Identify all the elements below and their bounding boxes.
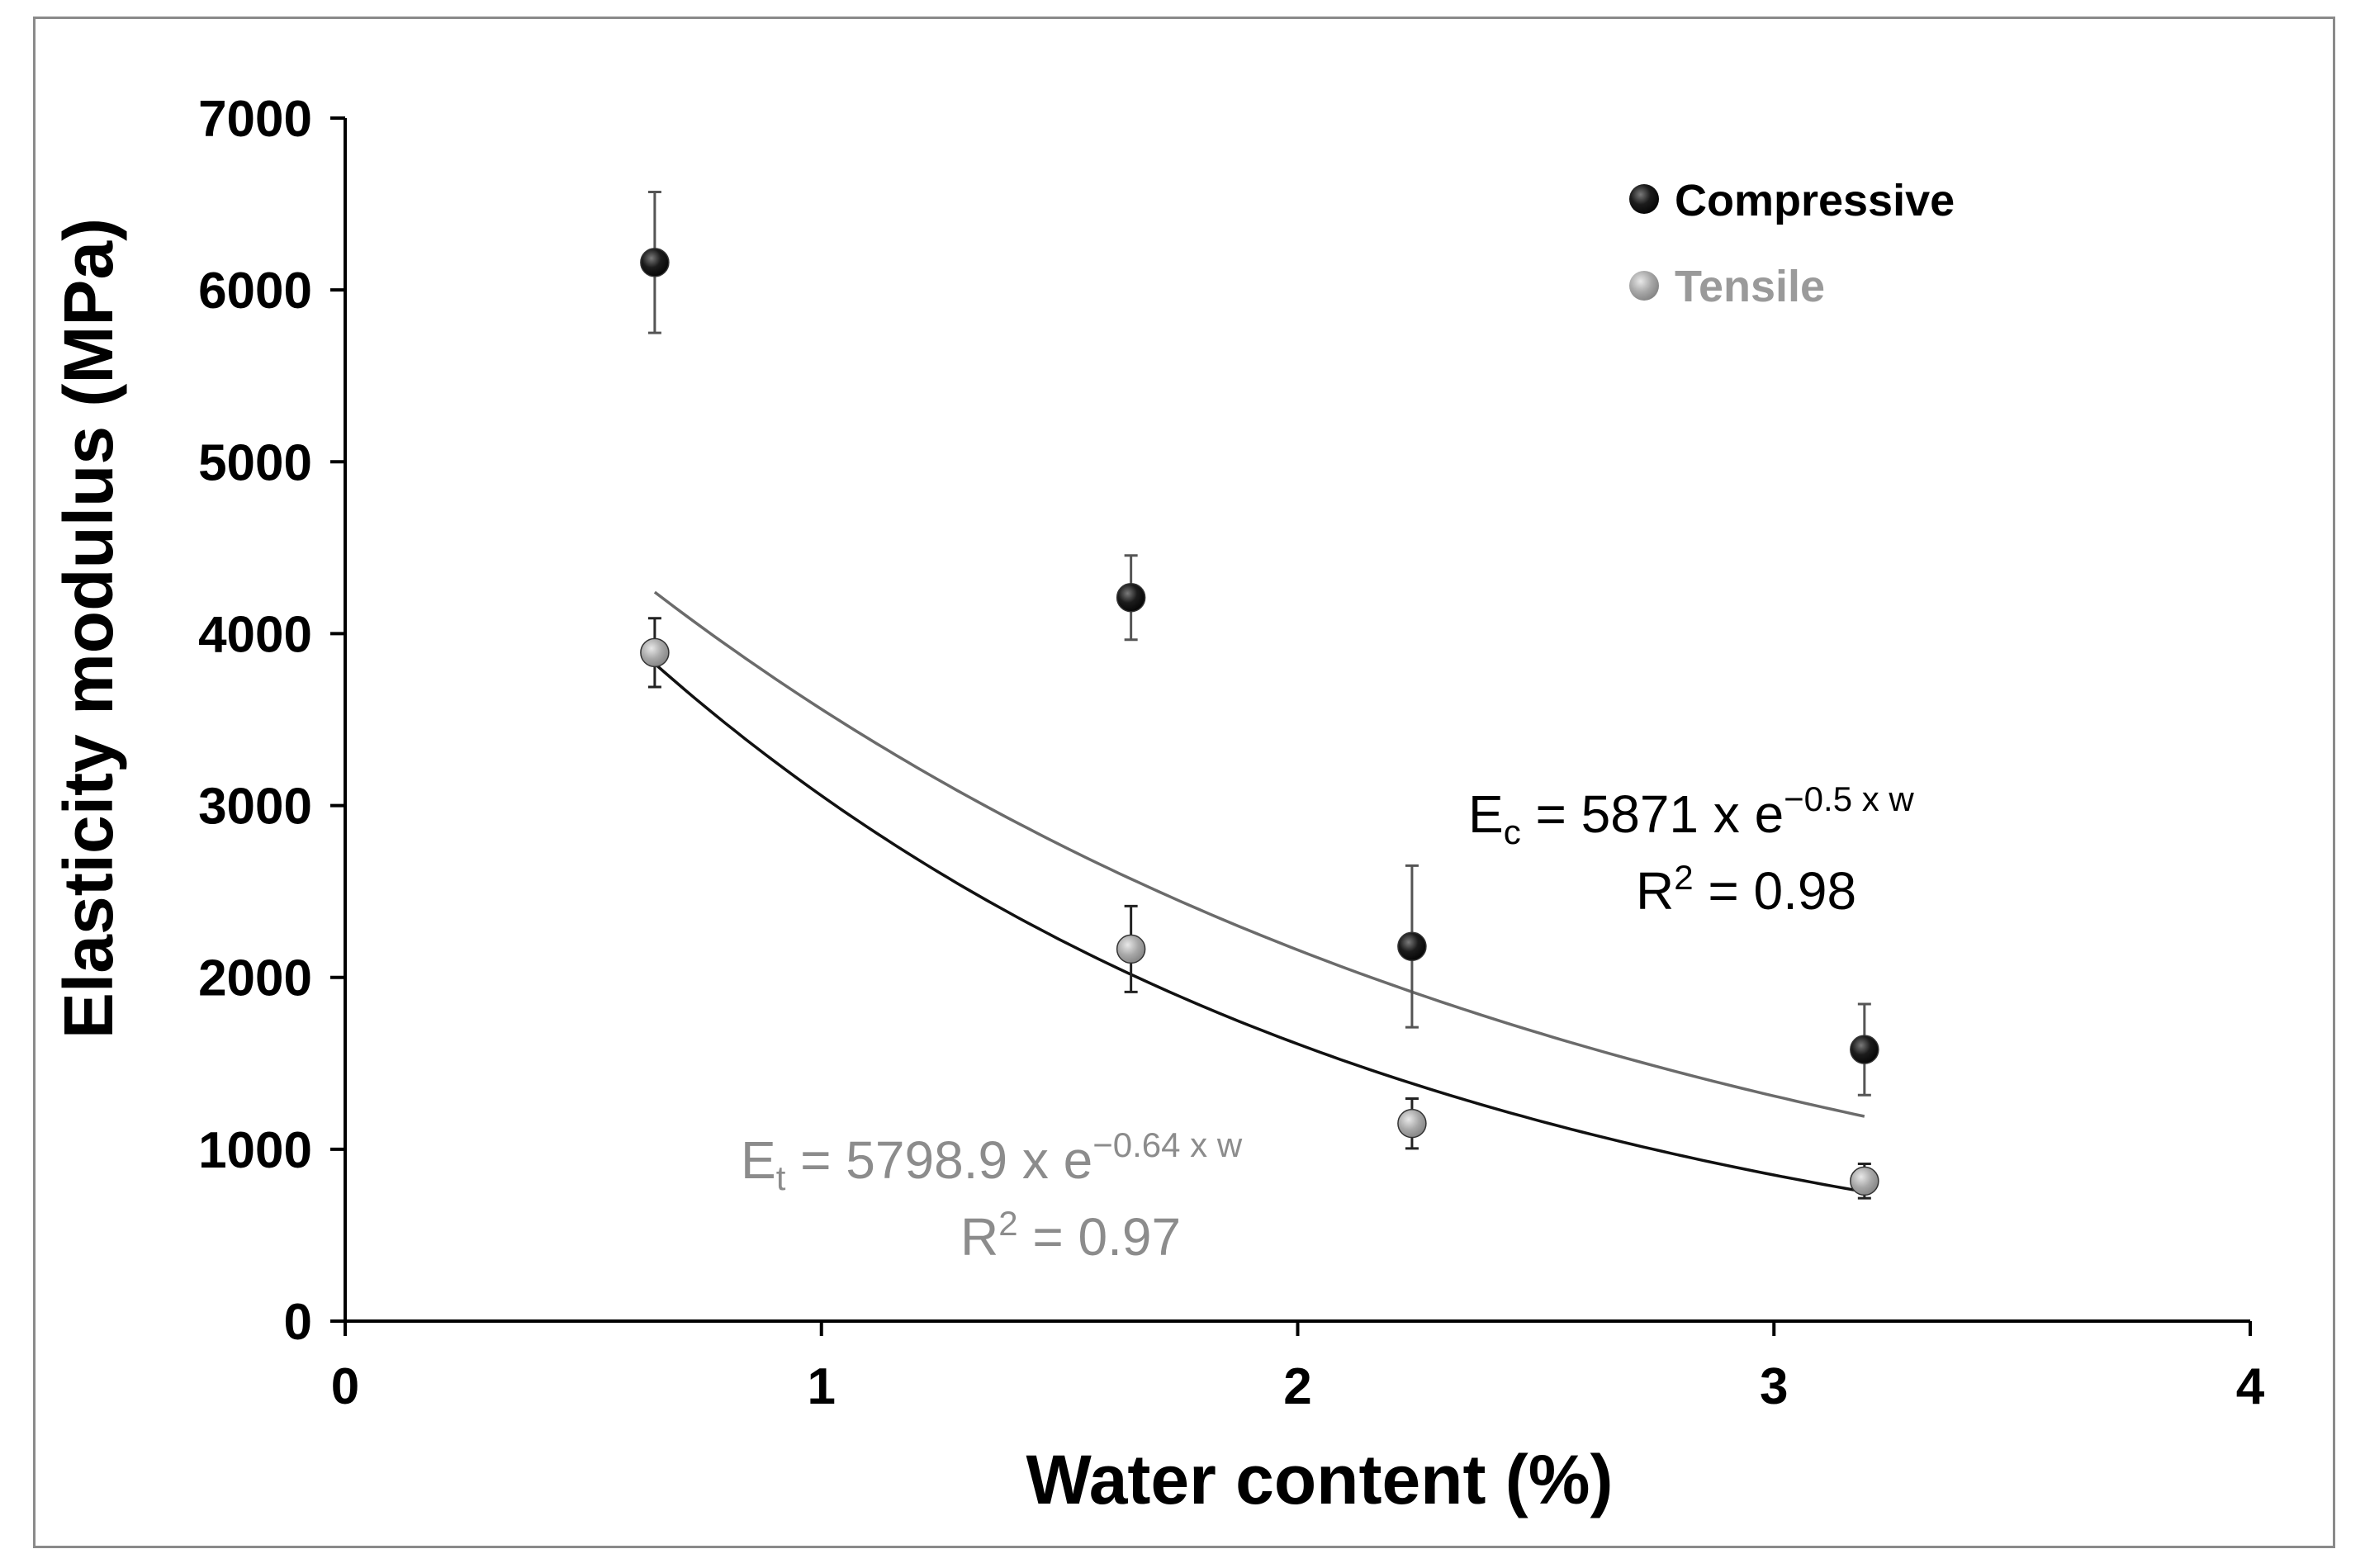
x-tick-label: 1 [808,1358,836,1415]
y-tick-label: 4000 [198,606,312,663]
r2-tensile-value: = 0.97 [1018,1207,1182,1267]
y-tick-labels: 0 1000 2000 3000 4000 5000 6000 7000 [198,91,312,1351]
r2-compressive-value: = 0.98 [1694,861,1857,921]
trendlines [653,590,1865,1194]
y-tick-label: 2000 [198,950,312,1007]
equation-compressive: Ec = 5871 x e−0.5 x w R2 = 0.98 [1468,779,1914,921]
legend-marker-compressive [1629,184,1659,214]
x-tick-label: 2 [1283,1358,1311,1415]
y-tick-label: 7000 [198,91,312,148]
r2-tensile-sup: 2 [998,1204,1017,1243]
eq-compressive-exp: −0.5 x w [1784,779,1914,818]
eq-tensile-e: E [741,1130,776,1190]
point-compressive [1397,931,1427,961]
eq-tensile-exp: −0.64 x w [1092,1125,1243,1164]
svg-text:Ec = 5871 x e−0.5 x w: Ec = 5871 x e−0.5 x w [1468,779,1914,851]
y-axis-title: Elasticity modulus (MPa) [50,218,127,1039]
legend-label-tensile: Tensile [1675,262,1825,311]
r2-compressive-prefix: R [1636,861,1674,921]
chart-frame: Elasticity modulus (MPa) Water content (… [33,17,2335,1548]
x-axis-title: Water content (%) [1026,1441,1614,1518]
y-tick-label: 5000 [198,434,312,491]
y-tick-label: 1000 [198,1122,312,1179]
eq-compressive-e: E [1468,784,1504,844]
trendline-compressive [653,590,1865,1118]
eq-tensile-main: = 5798.9 x e [785,1130,1092,1190]
point-tensile [1850,1166,1879,1196]
legend-marker-tensile [1629,271,1659,301]
point-compressive [1116,582,1146,613]
svg-text:R2 = 0.97: R2 = 0.97 [960,1204,1181,1267]
svg-text:R2 = 0.98: R2 = 0.98 [1636,858,1856,921]
point-compressive [640,248,670,277]
r2-tensile-prefix: R [960,1207,998,1267]
x-tick-labels: 0 1 2 3 4 [331,1358,2265,1415]
x-tick-label: 3 [1760,1358,1788,1415]
point-tensile [640,637,670,668]
eq-compressive-main: = 5871 x e [1521,784,1784,844]
equation-tensile: Et = 5798.9 x e−0.64 x w R2 = 0.97 [741,1125,1243,1267]
chart-svg: Elasticity modulus (MPa) Water content (… [50,91,2265,1518]
axes [330,116,2252,1336]
error-bars [647,191,1871,1200]
y-tick-label: 3000 [198,779,312,836]
data-points [640,248,1879,1196]
y-tick-label: 6000 [198,263,312,320]
trendline-tensile [653,662,1865,1194]
point-compressive [1850,1035,1879,1064]
r2-compressive-sup: 2 [1674,858,1693,897]
y-tick-label: 0 [284,1294,312,1351]
legend-label-compressive: Compressive [1675,176,1955,225]
x-tick-label: 0 [331,1358,359,1415]
point-tensile [1116,934,1146,964]
svg-text:Et = 5798.9 x e−0.64 x w: Et = 5798.9 x e−0.64 x w [741,1125,1243,1197]
eq-tensile-sub: t [776,1158,786,1197]
legend: Compressive Tensile [1629,176,1955,311]
x-tick-label: 4 [2236,1358,2265,1415]
point-tensile [1397,1108,1427,1139]
eq-compressive-sub: c [1504,812,1521,851]
